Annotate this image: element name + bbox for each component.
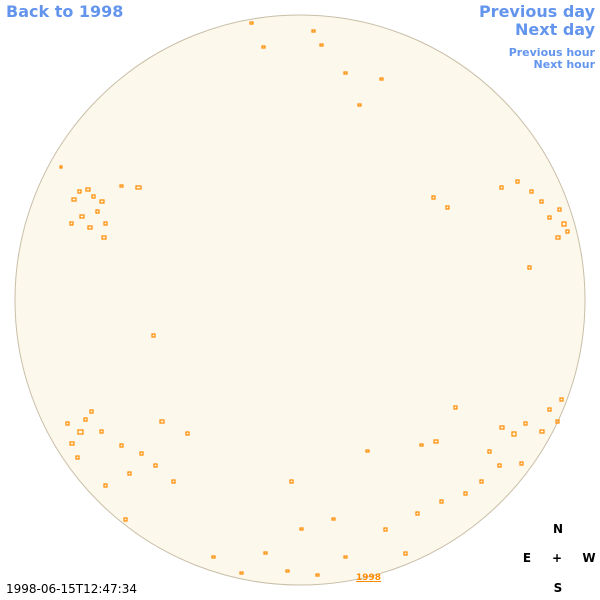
- compass-west: W: [582, 551, 596, 565]
- next-day-link[interactable]: Next day: [515, 20, 595, 39]
- active-regions: [59, 21, 570, 577]
- compass-south: S: [553, 581, 563, 595]
- next-hour-link[interactable]: Next hour: [533, 58, 596, 71]
- year-link[interactable]: 1998: [356, 573, 382, 583]
- compass-center: +: [551, 551, 563, 565]
- solar-disk: [14, 14, 586, 586]
- back-link[interactable]: Back to 1998: [6, 2, 124, 21]
- previous-hour-link[interactable]: Previous hour: [508, 46, 595, 59]
- timestamp: 1998-06-15T12:47:34: [6, 582, 137, 596]
- previous-day-link[interactable]: Previous day: [478, 2, 595, 21]
- compass-north: N: [552, 522, 564, 536]
- compass-east: E: [522, 551, 532, 565]
